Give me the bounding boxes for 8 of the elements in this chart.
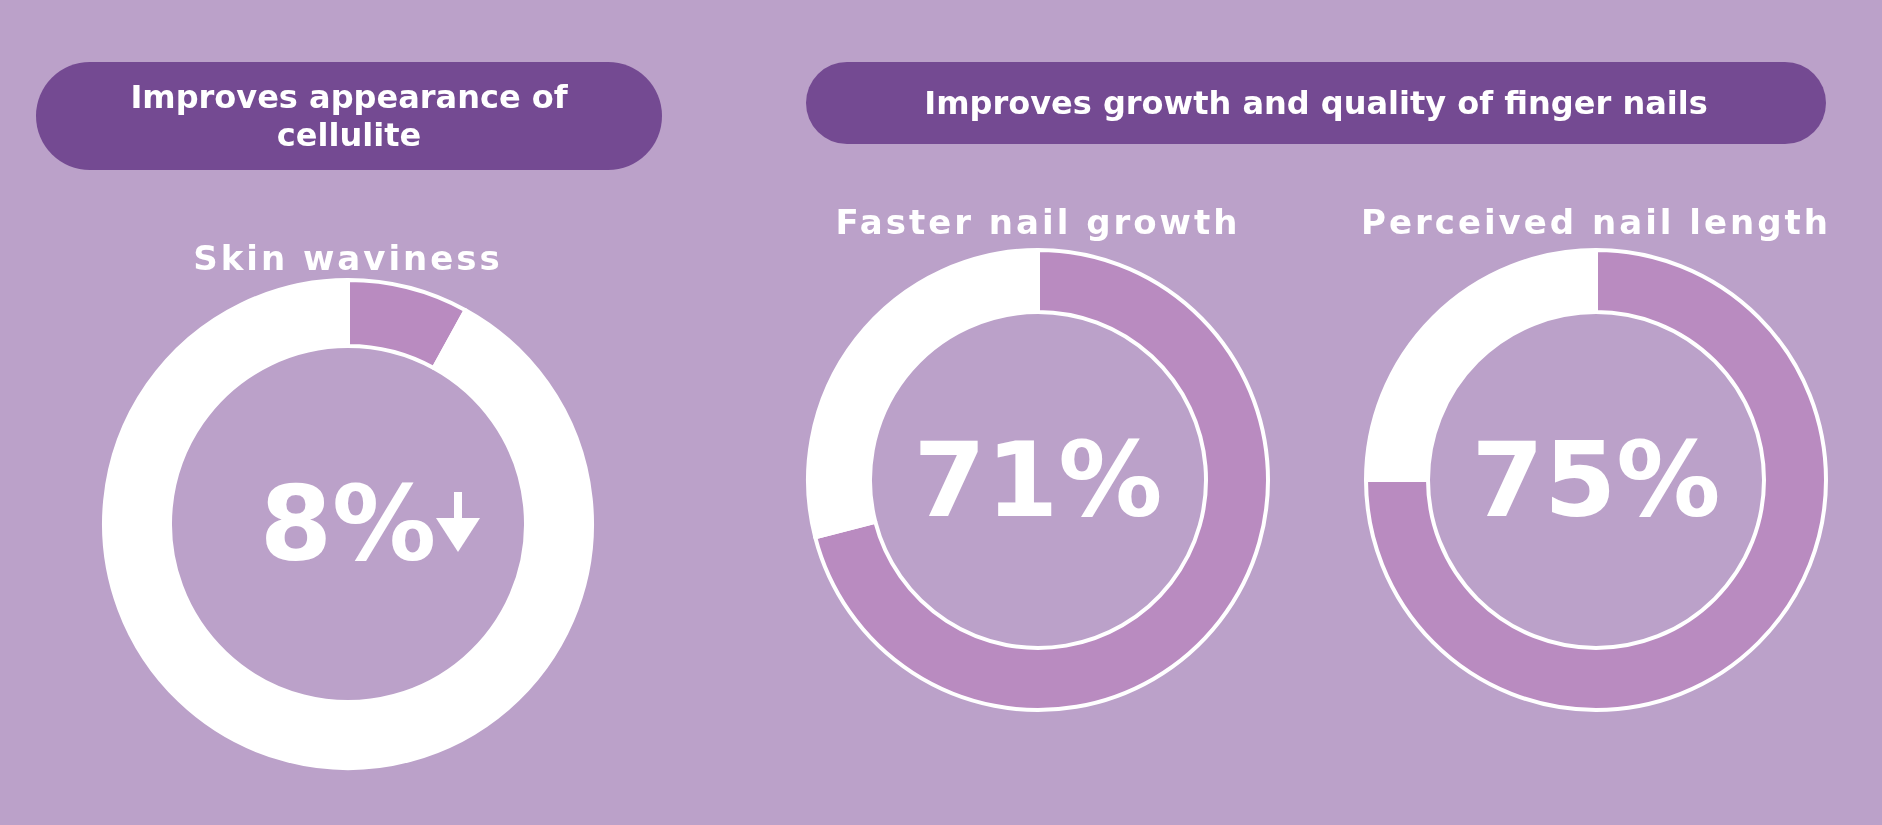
chart-title: Improves appearance of cellulite: [36, 62, 662, 170]
chart-subtitle: Faster nail growth: [834, 202, 1242, 242]
chart-subtitle: Perceived nail length: [1360, 202, 1832, 242]
text: 75%: [1471, 419, 1721, 541]
text: 8%: [259, 463, 437, 585]
text: 71%: [913, 419, 1163, 541]
chart-subtitle: Skin waviness: [192, 238, 504, 278]
chart-title: Improves growth and quality of finger nails: [806, 62, 1826, 144]
